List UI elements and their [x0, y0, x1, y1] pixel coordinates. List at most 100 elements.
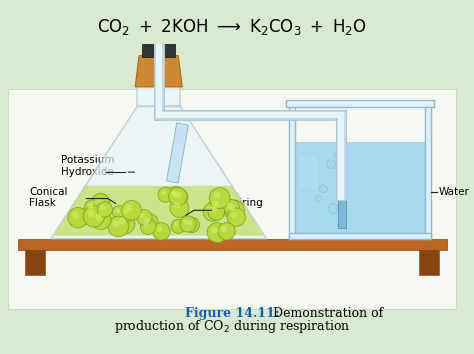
- Circle shape: [339, 176, 346, 182]
- Text: Water: Water: [439, 187, 470, 197]
- Circle shape: [84, 200, 101, 217]
- Circle shape: [180, 216, 196, 232]
- Circle shape: [212, 201, 219, 208]
- Bar: [137, 79, 180, 107]
- Circle shape: [137, 210, 152, 225]
- Circle shape: [108, 216, 128, 237]
- Circle shape: [211, 227, 218, 234]
- Bar: [286, 99, 434, 108]
- Circle shape: [208, 204, 225, 220]
- Circle shape: [173, 202, 180, 209]
- Circle shape: [156, 226, 162, 232]
- Circle shape: [210, 188, 230, 209]
- Bar: [336, 110, 346, 200]
- Circle shape: [144, 217, 150, 223]
- Bar: [419, 251, 439, 275]
- Circle shape: [158, 187, 173, 202]
- Circle shape: [187, 220, 192, 226]
- Bar: [156, 112, 344, 118]
- Circle shape: [183, 219, 189, 225]
- Bar: [8, 89, 456, 309]
- Text: Respiring
Seeds: Respiring Seeds: [214, 198, 262, 219]
- Circle shape: [91, 210, 111, 230]
- Bar: [338, 115, 344, 200]
- Text: $\mathrm{CO_2\ +\ 2KOH\ \longrightarrow\ K_2CO_3\ +\ H_2O}$: $\mathrm{CO_2\ +\ 2KOH\ \longrightarrow\…: [97, 17, 367, 37]
- Circle shape: [72, 212, 79, 219]
- Text: production of CO$_2$ during respiration: production of CO$_2$ during respiration: [114, 318, 350, 335]
- Circle shape: [218, 223, 235, 240]
- Circle shape: [315, 196, 321, 201]
- Polygon shape: [51, 107, 266, 239]
- Circle shape: [203, 202, 222, 221]
- Bar: [156, 44, 162, 115]
- Bar: [338, 147, 346, 228]
- Circle shape: [231, 212, 237, 218]
- Bar: [154, 44, 164, 115]
- Polygon shape: [54, 186, 264, 236]
- Text: Figure 14.11:: Figure 14.11:: [185, 307, 279, 320]
- Circle shape: [169, 187, 187, 206]
- Circle shape: [319, 185, 327, 193]
- Circle shape: [88, 210, 95, 217]
- Circle shape: [126, 204, 132, 211]
- Circle shape: [327, 160, 336, 169]
- Circle shape: [161, 190, 166, 195]
- Bar: [425, 102, 431, 239]
- Bar: [289, 233, 431, 239]
- Bar: [18, 239, 447, 251]
- Circle shape: [167, 186, 185, 204]
- Text: Conical
Flask: Conical Flask: [29, 187, 68, 209]
- Circle shape: [227, 208, 246, 227]
- Text: Potassium
Hydroxide: Potassium Hydroxide: [61, 155, 114, 177]
- Circle shape: [139, 213, 145, 218]
- Circle shape: [170, 199, 189, 217]
- Circle shape: [173, 189, 188, 204]
- Bar: [166, 123, 188, 183]
- Circle shape: [334, 150, 342, 158]
- Circle shape: [87, 203, 93, 209]
- Circle shape: [221, 226, 228, 232]
- Circle shape: [211, 207, 217, 213]
- Circle shape: [176, 193, 182, 198]
- Circle shape: [97, 202, 112, 217]
- Circle shape: [228, 204, 236, 211]
- Circle shape: [207, 206, 213, 213]
- Circle shape: [227, 202, 232, 208]
- Circle shape: [140, 219, 156, 234]
- Circle shape: [120, 206, 136, 222]
- Circle shape: [122, 200, 141, 220]
- Circle shape: [83, 206, 104, 227]
- Bar: [26, 251, 45, 275]
- Circle shape: [68, 207, 88, 228]
- Bar: [300, 158, 318, 188]
- Circle shape: [224, 200, 239, 215]
- Circle shape: [173, 191, 179, 198]
- Bar: [289, 102, 295, 239]
- Circle shape: [112, 205, 126, 219]
- Text: Demonstration of: Demonstration of: [269, 307, 383, 320]
- Circle shape: [100, 205, 106, 210]
- Circle shape: [144, 222, 149, 227]
- Bar: [142, 44, 175, 57]
- Circle shape: [328, 204, 338, 213]
- Circle shape: [171, 219, 185, 233]
- Circle shape: [112, 220, 119, 228]
- Circle shape: [153, 223, 170, 240]
- Circle shape: [208, 197, 228, 217]
- Circle shape: [114, 213, 135, 234]
- Circle shape: [213, 192, 221, 199]
- Circle shape: [95, 197, 101, 203]
- Circle shape: [95, 213, 102, 221]
- Polygon shape: [135, 56, 182, 87]
- Circle shape: [171, 190, 177, 196]
- Circle shape: [91, 193, 109, 211]
- Bar: [295, 142, 425, 233]
- Circle shape: [123, 209, 128, 215]
- Bar: [154, 110, 346, 120]
- Circle shape: [118, 217, 126, 224]
- Circle shape: [207, 223, 227, 242]
- Circle shape: [184, 217, 200, 233]
- Circle shape: [224, 200, 244, 220]
- Circle shape: [174, 222, 179, 227]
- Circle shape: [141, 213, 158, 231]
